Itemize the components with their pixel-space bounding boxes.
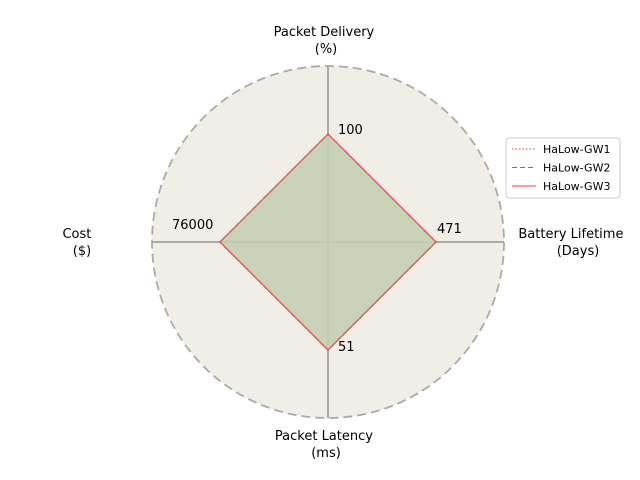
legend-item-halow-gw3: HaLow-GW3 [512,180,610,193]
tick-label-packet-delivery-max: 100 [338,123,363,138]
legend-item-halow-gw1: HaLow-GW1 [512,143,610,156]
legend-label: HaLow-GW3 [543,180,610,193]
legend-label: HaLow-GW1 [543,143,610,156]
axis-label-cost: Cost ($) [62,227,95,259]
axis-label-packet-delivery: Packet Delivery (%) [274,25,379,57]
legend-box [505,137,621,199]
axis-labels: Packet Delivery (%) Battery Lifetime (Da… [62,25,627,461]
tick-label-battery-lifetime-max: 471 [437,222,462,237]
axis-label-packet-latency: Packet Latency (ms) [275,429,377,461]
tick-labels: 100 471 51 76000 [172,123,462,355]
tick-label-cost-max: 76000 [172,218,213,233]
legend-item-halow-gw2: HaLow-GW2 [512,162,610,175]
axis-label-battery-lifetime: Battery Lifetime (Days) [518,227,627,259]
legend: HaLow-GW1 HaLow-GW2 HaLow-GW3 [505,137,621,199]
tick-label-packet-latency-max: 51 [338,340,355,355]
series-polygon-halow-gw3 [219,133,437,351]
legend-label: HaLow-GW2 [543,162,610,175]
radar-series-layer [219,133,437,351]
